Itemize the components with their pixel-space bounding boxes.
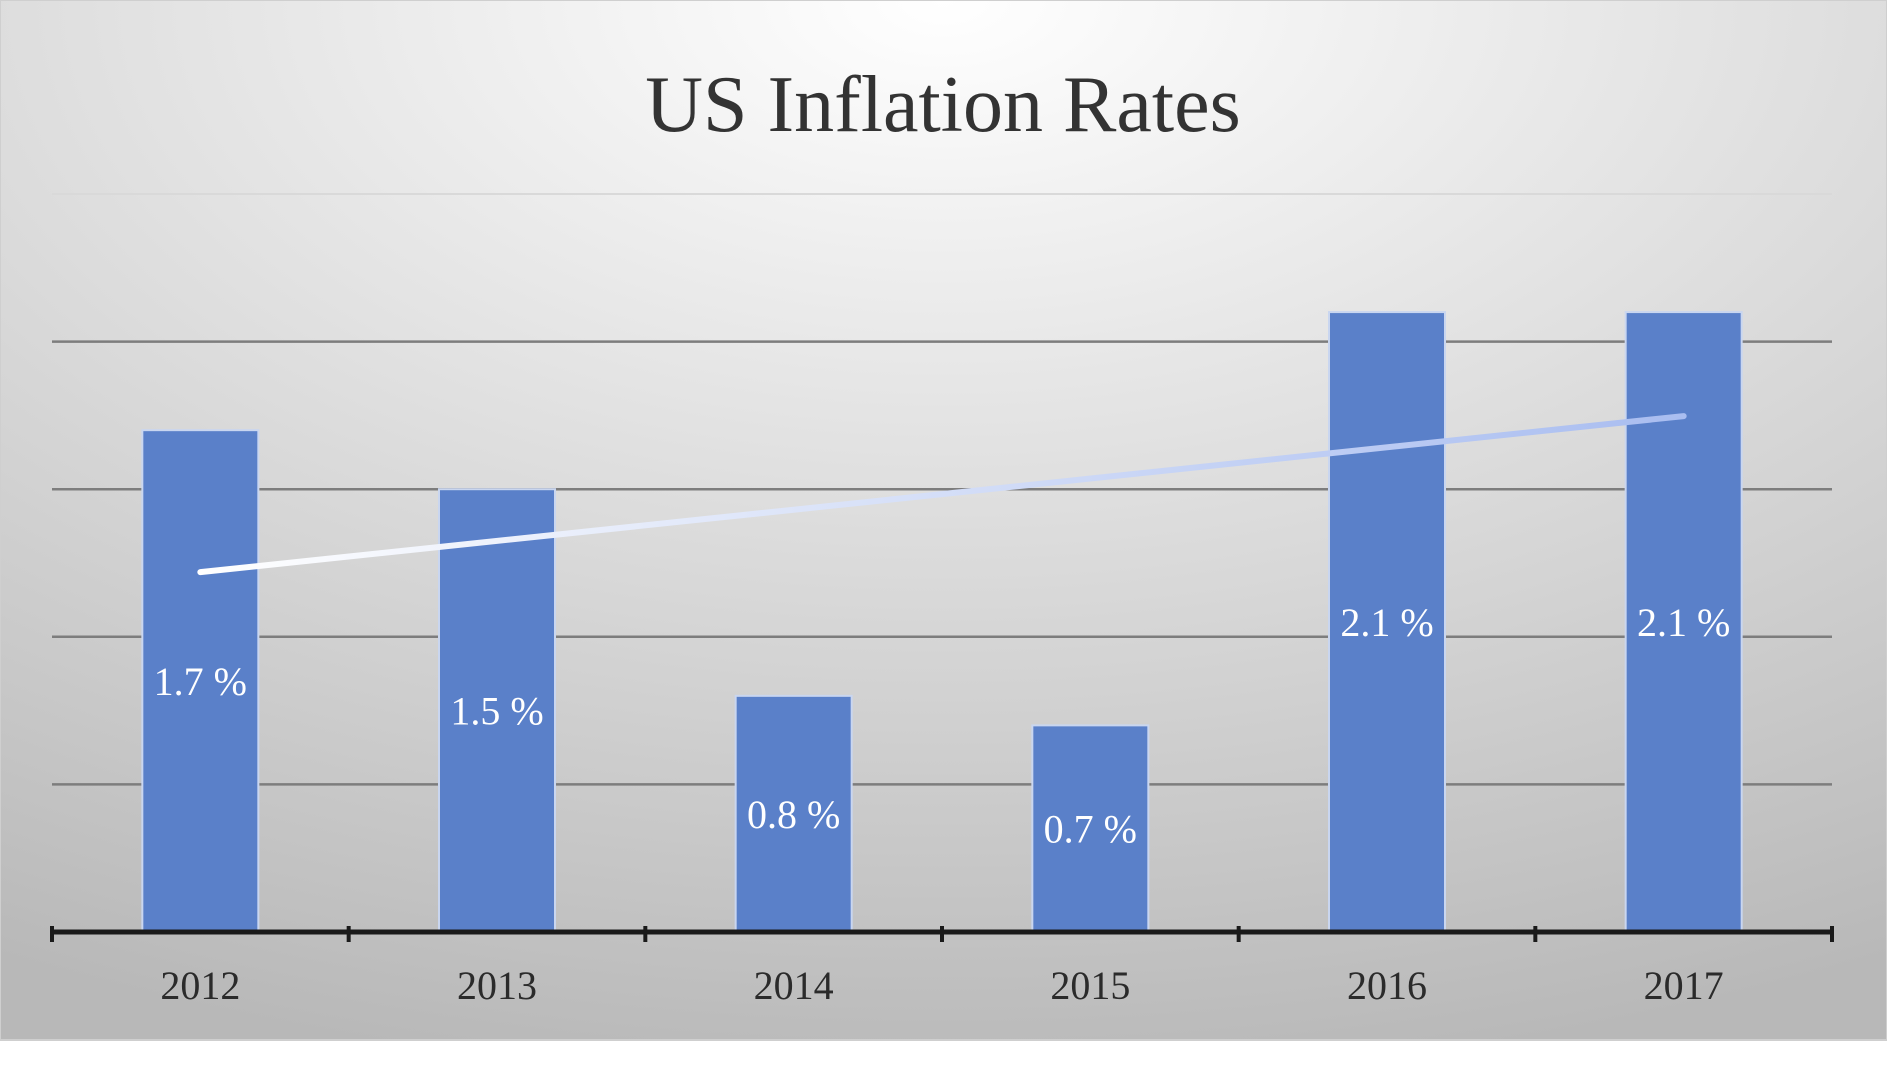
x-tick-label: 2017	[1644, 963, 1724, 1008]
trendline-layer	[197, 413, 1687, 576]
data-label: 0.7 %	[1044, 807, 1137, 852]
trendline	[197, 413, 1687, 576]
data-label: 2.1 %	[1340, 600, 1433, 645]
bar	[1031, 724, 1150, 933]
data-labels: 1.7 % 1.5 % 0.8 % 0.7 % 2.1 % 2.1 %	[154, 600, 1731, 852]
x-tick-label: 2012	[160, 963, 240, 1008]
x-tick-label: 2015	[1050, 963, 1130, 1008]
bar	[1328, 311, 1446, 933]
data-label: 1.5 %	[450, 689, 543, 734]
gridlines	[52, 193, 1832, 786]
data-label: 2.1 %	[1637, 600, 1730, 645]
x-tick-labels: 2012 2013 2014 2015 2016 2017	[160, 963, 1723, 1008]
data-label: 0.8 %	[747, 792, 840, 837]
bar	[1624, 311, 1743, 933]
x-axis	[50, 926, 1834, 942]
x-tick-label: 2016	[1347, 963, 1427, 1008]
chart-title: US Inflation Rates	[645, 61, 1240, 149]
chart-background	[0, 0, 1887, 1041]
bar	[734, 694, 853, 934]
x-tick-label: 2013	[457, 963, 537, 1008]
x-tick-label: 2014	[754, 963, 834, 1008]
bar	[141, 429, 260, 933]
bars	[141, 311, 1743, 934]
data-label: 1.7 %	[154, 659, 247, 704]
